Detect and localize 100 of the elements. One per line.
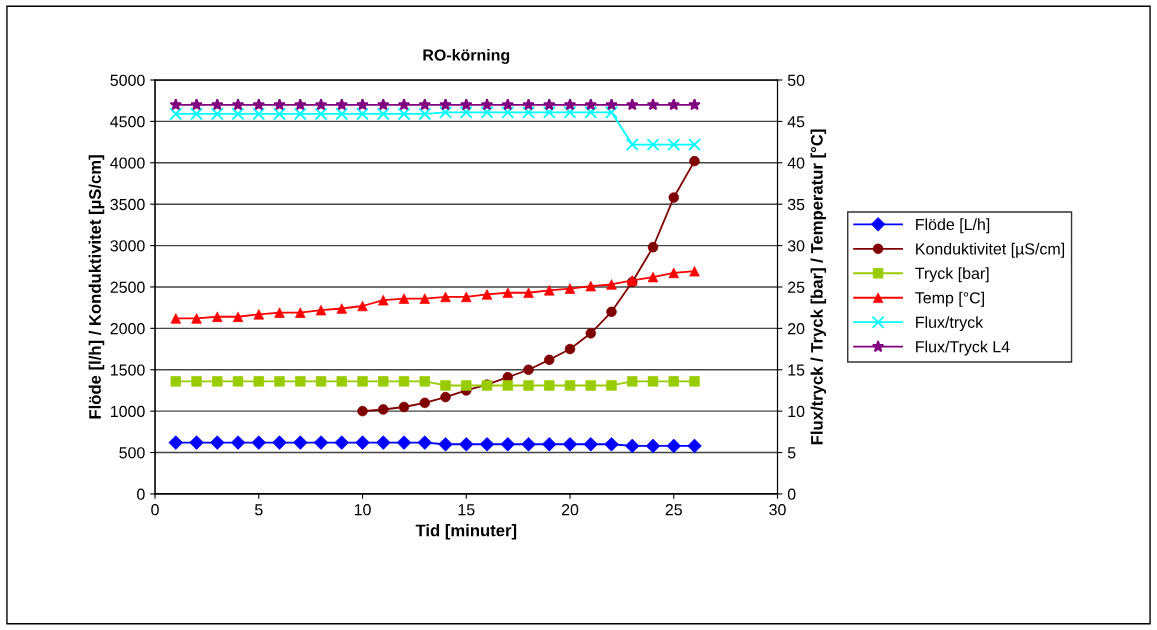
point xyxy=(688,98,701,111)
legend-label: Konduktivitet [µS/cm] xyxy=(916,242,1065,258)
point xyxy=(563,98,577,111)
point xyxy=(273,98,286,111)
point xyxy=(439,98,452,111)
point xyxy=(377,98,390,111)
point xyxy=(604,437,619,452)
y-tick-label: 3500 xyxy=(110,198,145,211)
point xyxy=(293,107,307,121)
point xyxy=(252,98,265,111)
point xyxy=(230,435,246,450)
x-tick-label: 15 xyxy=(458,504,475,516)
point xyxy=(667,98,680,111)
y2-tick-label: 15 xyxy=(788,364,805,376)
point xyxy=(211,98,224,111)
y-tick-label: 4000 xyxy=(110,157,145,169)
y2-tick-label: 20 xyxy=(788,322,805,335)
point xyxy=(502,287,513,298)
point xyxy=(543,98,556,111)
point xyxy=(398,376,410,387)
y-tick-label: 1500 xyxy=(111,364,145,376)
point xyxy=(190,107,203,121)
point xyxy=(647,376,659,387)
point xyxy=(397,98,411,111)
point xyxy=(419,376,430,387)
point xyxy=(169,98,182,111)
point xyxy=(418,107,432,121)
point xyxy=(212,311,223,322)
point xyxy=(253,376,264,387)
y2-tick-label: 0 xyxy=(787,488,796,500)
point xyxy=(626,98,639,111)
point xyxy=(625,138,639,152)
point xyxy=(335,98,348,111)
x-tick-label: 0 xyxy=(151,504,159,516)
point xyxy=(460,98,473,111)
y2-tick-label: 35 xyxy=(787,198,805,211)
legend-label: Flux/Tryck L4 xyxy=(916,340,1010,356)
point xyxy=(646,138,660,152)
point xyxy=(293,435,308,450)
point xyxy=(231,98,245,111)
y2-tick-label: 50 xyxy=(787,74,805,86)
point xyxy=(479,437,495,452)
y2-tick-label: 30 xyxy=(787,240,805,252)
point xyxy=(190,98,203,111)
point xyxy=(522,105,535,119)
chart-title: RO-körning xyxy=(423,48,510,64)
point xyxy=(542,105,556,119)
y-tick-label: 5000 xyxy=(110,74,145,86)
point xyxy=(294,98,307,111)
x-tick-label: 5 xyxy=(254,504,263,516)
point xyxy=(688,138,701,152)
point xyxy=(314,98,328,111)
point xyxy=(376,107,390,121)
point xyxy=(335,107,349,121)
point xyxy=(584,98,597,111)
y2-tick-label: 25 xyxy=(788,281,805,293)
point xyxy=(313,435,329,450)
legend-label: Flux/tryck xyxy=(916,316,984,332)
point xyxy=(438,437,453,452)
point xyxy=(314,107,328,121)
point xyxy=(439,105,452,119)
y-tick-label: 500 xyxy=(119,447,145,459)
legend-label: Flöde [L/h] xyxy=(916,218,990,234)
point xyxy=(605,105,618,119)
point xyxy=(356,98,369,111)
x-tick-label: 10 xyxy=(354,504,371,516)
point xyxy=(231,107,245,121)
point xyxy=(687,438,702,454)
point xyxy=(397,107,411,121)
y2-tick-label: 10 xyxy=(788,405,805,418)
y2-tick-label: 5 xyxy=(787,447,796,459)
point xyxy=(210,107,224,121)
point xyxy=(667,138,681,152)
y-tick-label: 3000 xyxy=(110,240,145,252)
point xyxy=(273,107,286,121)
point xyxy=(417,435,432,450)
point xyxy=(252,107,266,121)
y-tick-label: 2500 xyxy=(110,281,145,293)
x-axis-title: Tid [minuter] xyxy=(415,524,517,540)
legend-label: Tryck [bar] xyxy=(915,267,989,283)
x-tick-label: 30 xyxy=(769,504,786,516)
y-tick-label: 0 xyxy=(137,488,145,500)
point xyxy=(336,376,347,387)
point xyxy=(418,98,431,111)
point xyxy=(584,105,598,119)
point xyxy=(480,105,494,119)
point xyxy=(605,98,618,111)
point xyxy=(295,376,306,387)
point xyxy=(480,98,494,111)
point xyxy=(646,98,660,111)
legend-label: Temp [°C] xyxy=(915,291,984,307)
point xyxy=(501,98,514,111)
y-tick-label: 4500 xyxy=(110,116,145,128)
y-tick-label: 2000 xyxy=(110,322,145,335)
x-tick-label: 25 xyxy=(665,504,682,516)
point xyxy=(501,105,515,119)
point xyxy=(251,435,267,450)
point xyxy=(522,98,535,111)
y2-axis-title: Flux/tryck / Tryck [bar] / Temperatur [°C] xyxy=(810,129,827,445)
y2-tick-label: 45 xyxy=(787,116,805,128)
